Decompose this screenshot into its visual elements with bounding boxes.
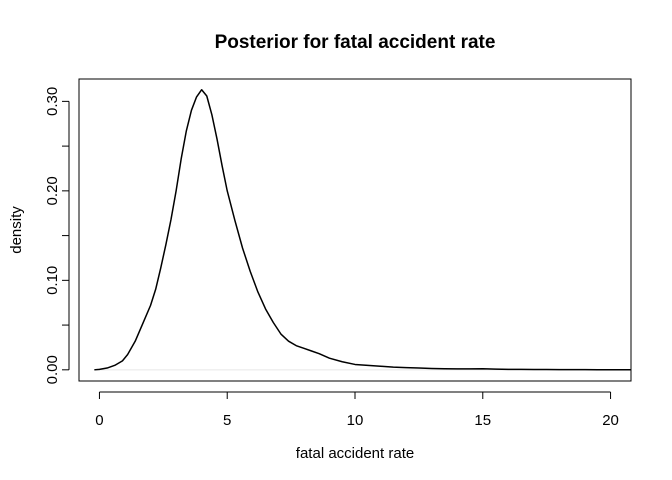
density-line (94, 88, 631, 371)
plot-area-frame (78, 78, 632, 382)
y-axis-label: density (8, 206, 25, 254)
y-tick-label: 0.00 (44, 355, 61, 384)
x-axis-label: fatal accident rate (296, 445, 414, 462)
x-tick-label: 20 (602, 412, 619, 429)
y-tick-label: 0.30 (44, 87, 61, 116)
x-tick-label: 0 (95, 412, 103, 429)
x-tick-label: 15 (474, 412, 491, 429)
x-tick-label: 10 (347, 412, 364, 429)
y-tick-label: 0.10 (44, 266, 61, 295)
y-tick-label: 0.20 (44, 176, 61, 205)
x-axis: 0 5 10 15 20 (95, 391, 619, 429)
density-series (94, 88, 631, 371)
chart-title: Posterior for fatal accident rate (215, 32, 496, 53)
y-axis: 0.00 0.10 0.20 0.30 (44, 87, 70, 384)
x-tick-label: 5 (223, 412, 231, 429)
